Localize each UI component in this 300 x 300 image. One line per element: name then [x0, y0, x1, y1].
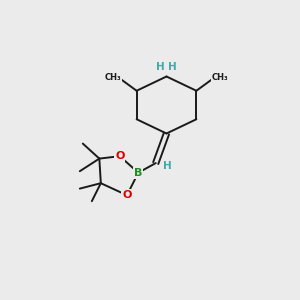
Text: H: H: [163, 161, 172, 171]
Text: B: B: [134, 168, 142, 178]
Text: CH₃: CH₃: [212, 74, 229, 82]
Text: H: H: [156, 62, 165, 73]
Text: O: O: [122, 190, 132, 200]
Text: CH₃: CH₃: [104, 74, 121, 82]
Text: H: H: [168, 62, 177, 73]
Text: O: O: [115, 151, 124, 161]
